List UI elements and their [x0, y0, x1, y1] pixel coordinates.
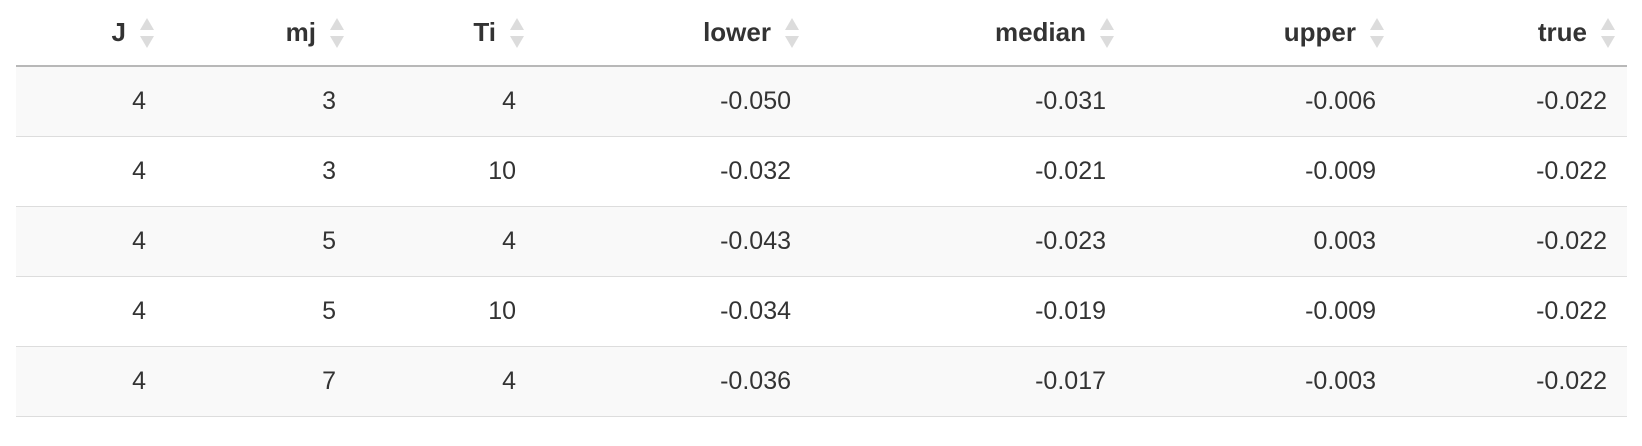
table-cell: 5: [166, 206, 356, 277]
table-row: 4 3 4 -0.050 -0.031 -0.006 -0.022: [16, 66, 1627, 137]
table-cell: 10: [356, 136, 536, 207]
table-cell: -0.023: [811, 206, 1126, 277]
table-cell: -0.022: [1396, 206, 1627, 277]
table-cell: 4: [16, 346, 166, 417]
table-cell: -0.034: [536, 276, 811, 347]
table-row: 4 7 4 -0.036 -0.017 -0.003 -0.022: [16, 346, 1627, 417]
sort-both-icon[interactable]: [1098, 16, 1116, 50]
column-header-mj[interactable]: mj: [166, 0, 356, 67]
table-cell: -0.009: [1126, 276, 1396, 347]
table-cell: -0.006: [1126, 66, 1396, 137]
sort-both-icon[interactable]: [508, 16, 526, 50]
table-cell: 0.003: [1126, 206, 1396, 277]
table-cell: -0.043: [536, 206, 811, 277]
table-cell: 4: [16, 206, 166, 277]
table-cell: -0.017: [811, 346, 1126, 417]
table-row: 4 5 4 -0.043 -0.023 0.003 -0.022: [16, 206, 1627, 277]
column-header-median[interactable]: median: [811, 0, 1126, 67]
table-row: 4 3 10 -0.032 -0.021 -0.009 -0.022: [16, 136, 1627, 207]
sort-both-icon[interactable]: [328, 16, 346, 50]
table-cell: 4: [16, 136, 166, 207]
table-header: J mj Ti lower median upper true: [16, 0, 1627, 67]
sort-both-icon[interactable]: [138, 16, 156, 50]
sort-both-icon[interactable]: [1368, 16, 1386, 50]
table-cell: 4: [356, 206, 536, 277]
column-header-label: J: [111, 17, 126, 47]
table-cell: -0.032: [536, 136, 811, 207]
data-table-container: J mj Ti lower median upper true 4 3 4 -0…: [16, 0, 1627, 417]
table-cell: -0.036: [536, 346, 811, 417]
sort-both-icon[interactable]: [1599, 16, 1617, 50]
table-cell: -0.050: [536, 66, 811, 137]
column-header-label: true: [1537, 17, 1587, 47]
table-cell: 5: [166, 276, 356, 347]
table-cell: 4: [356, 346, 536, 417]
column-header-label: lower: [703, 17, 771, 47]
table-cell: 10: [356, 276, 536, 347]
table-cell: 4: [16, 276, 166, 347]
table-cell: -0.022: [1396, 66, 1627, 137]
column-header-label: mj: [285, 17, 316, 47]
table-body: 4 3 4 -0.050 -0.031 -0.006 -0.022 4 3 10…: [16, 66, 1627, 417]
table-row: 4 5 10 -0.034 -0.019 -0.009 -0.022: [16, 276, 1627, 347]
table-cell: 7: [166, 346, 356, 417]
table-cell: 4: [16, 66, 166, 137]
table-cell: 3: [166, 136, 356, 207]
column-header-true[interactable]: true: [1396, 0, 1627, 67]
table-cell: -0.003: [1126, 346, 1396, 417]
table-cell: 3: [166, 66, 356, 137]
table-cell: -0.019: [811, 276, 1126, 347]
column-header-label: Ti: [473, 17, 496, 47]
table-cell: -0.009: [1126, 136, 1396, 207]
table-cell: -0.021: [811, 136, 1126, 207]
header-row: J mj Ti lower median upper true: [16, 0, 1627, 67]
table-cell: -0.022: [1396, 276, 1627, 347]
sort-both-icon[interactable]: [783, 16, 801, 50]
column-header-lower[interactable]: lower: [536, 0, 811, 67]
table-cell: -0.022: [1396, 346, 1627, 417]
column-header-label: median: [994, 17, 1086, 47]
column-header-label: upper: [1283, 17, 1356, 47]
column-header-upper[interactable]: upper: [1126, 0, 1396, 67]
column-header-ti[interactable]: Ti: [356, 0, 536, 67]
table-cell: -0.031: [811, 66, 1126, 137]
table-cell: 4: [356, 66, 536, 137]
table-cell: -0.022: [1396, 136, 1627, 207]
column-header-j[interactable]: J: [16, 0, 166, 67]
data-table: J mj Ti lower median upper true 4 3 4 -0…: [16, 0, 1627, 417]
